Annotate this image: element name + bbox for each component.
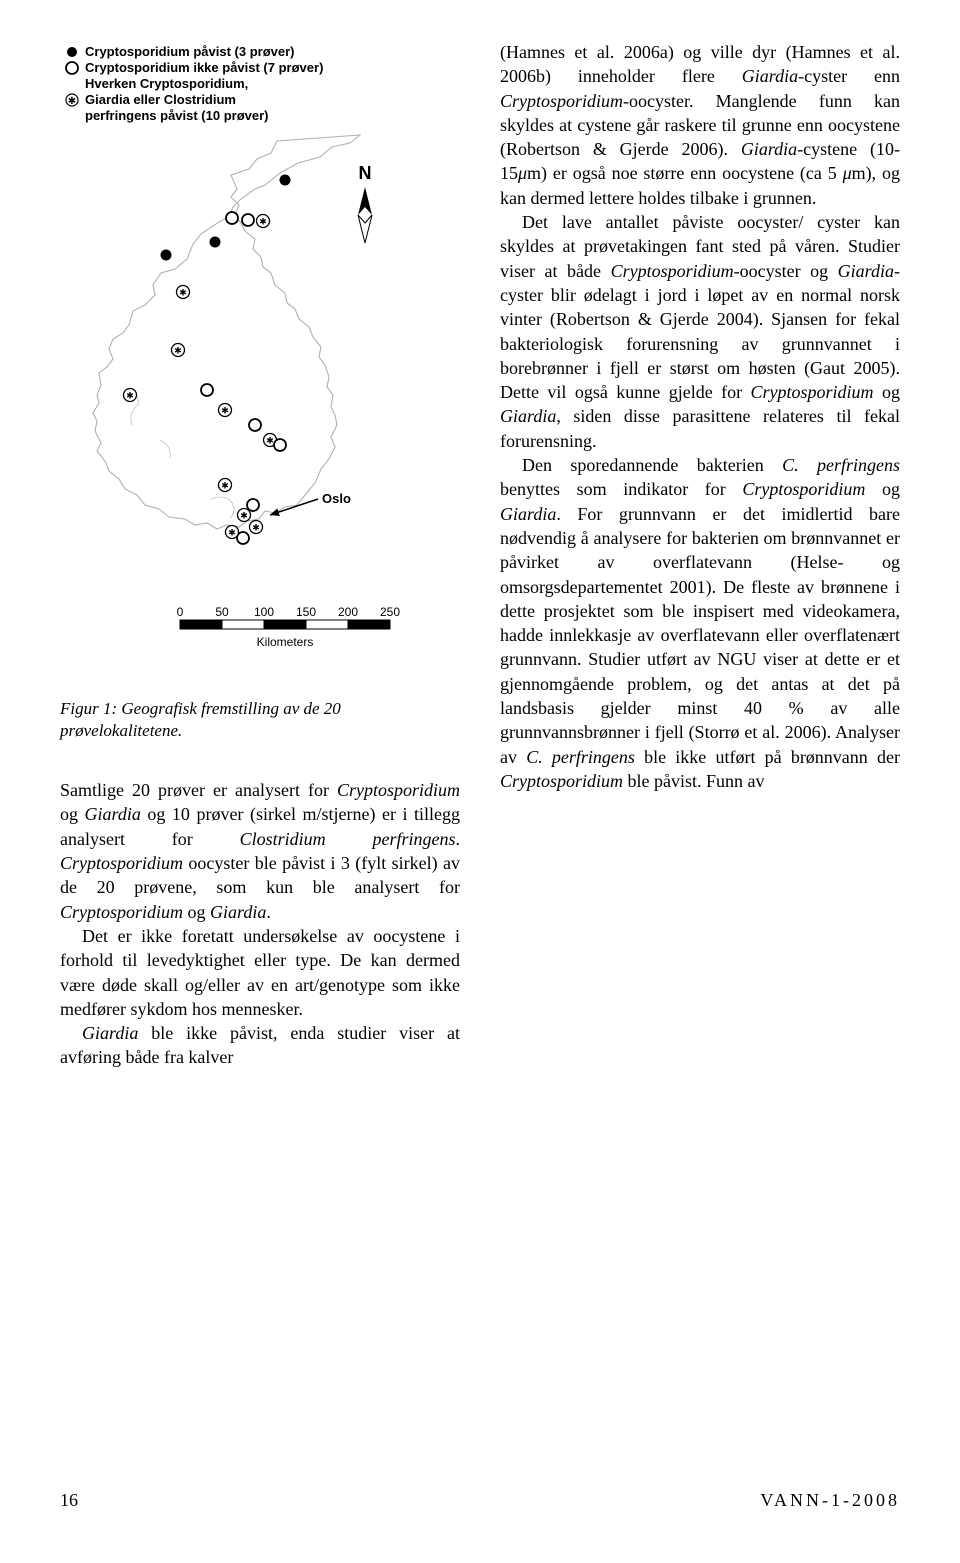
- svg-text:Oslo: Oslo: [322, 491, 351, 506]
- svg-text:Giardia eller Clostridium: Giardia eller Clostridium: [85, 92, 236, 107]
- page-footer: 16 VANN-1-2008: [60, 1490, 900, 1511]
- svg-text:200: 200: [338, 605, 358, 619]
- svg-text:N: N: [359, 163, 372, 183]
- svg-text:50: 50: [215, 605, 229, 619]
- svg-text:✱: ✱: [221, 481, 229, 491]
- paragraph: Det lave antallet påviste oocyster/ cyst…: [500, 210, 900, 453]
- svg-text:✱: ✱: [266, 436, 274, 446]
- paragraph: (Hamnes et al. 2006a) og ville dyr (Hamn…: [500, 40, 900, 210]
- svg-text:✱: ✱: [126, 391, 134, 401]
- svg-text:✱: ✱: [174, 346, 182, 356]
- svg-text:Hverken Cryptosporidium,: Hverken Cryptosporidium,: [85, 76, 248, 91]
- map-svg: Cryptosporidium påvist (3 prøver)Cryptos…: [60, 40, 460, 680]
- paragraph: Giardia ble ikke påvist, enda studier vi…: [60, 1021, 460, 1070]
- figure-caption: Figur 1: Geografisk fremstilling av de 2…: [60, 698, 460, 742]
- right-column: (Hamnes et al. 2006a) og ville dyr (Hamn…: [500, 40, 900, 1460]
- paragraph: Samtlige 20 prøver er analysert for Cryp…: [60, 778, 460, 924]
- svg-text:✱: ✱: [259, 217, 267, 227]
- svg-text:Cryptosporidium ikke påvist (7: Cryptosporidium ikke påvist (7 prøver): [85, 60, 323, 75]
- svg-text:Kilometers: Kilometers: [257, 635, 314, 649]
- svg-text:✱: ✱: [228, 528, 236, 538]
- svg-text:perfringens påvist (10 prøver): perfringens påvist (10 prøver): [85, 108, 269, 123]
- map-figure: Cryptosporidium påvist (3 prøver)Cryptos…: [60, 40, 460, 680]
- svg-text:✱: ✱: [68, 96, 76, 107]
- svg-text:✱: ✱: [252, 523, 260, 533]
- paragraph: Den sporedannende bakterien C. perfringe…: [500, 453, 900, 793]
- svg-text:✱: ✱: [179, 288, 187, 298]
- paragraph: Det er ikke foretatt undersøkelse av ooc…: [60, 924, 460, 1021]
- page-number: 16: [60, 1490, 78, 1511]
- journal-ref: VANN-1-2008: [760, 1490, 900, 1511]
- svg-text:250: 250: [380, 605, 400, 619]
- right-body-text: (Hamnes et al. 2006a) og ville dyr (Hamn…: [500, 40, 900, 793]
- left-body-text: Samtlige 20 prøver er analysert for Cryp…: [60, 778, 460, 1070]
- svg-text:100: 100: [254, 605, 274, 619]
- left-column: Cryptosporidium påvist (3 prøver)Cryptos…: [60, 40, 460, 1460]
- svg-text:Cryptosporidium påvist (3 prøv: Cryptosporidium påvist (3 prøver): [85, 44, 294, 59]
- svg-text:0: 0: [177, 605, 184, 619]
- svg-text:✱: ✱: [221, 406, 229, 416]
- svg-text:150: 150: [296, 605, 316, 619]
- svg-text:✱: ✱: [240, 511, 248, 521]
